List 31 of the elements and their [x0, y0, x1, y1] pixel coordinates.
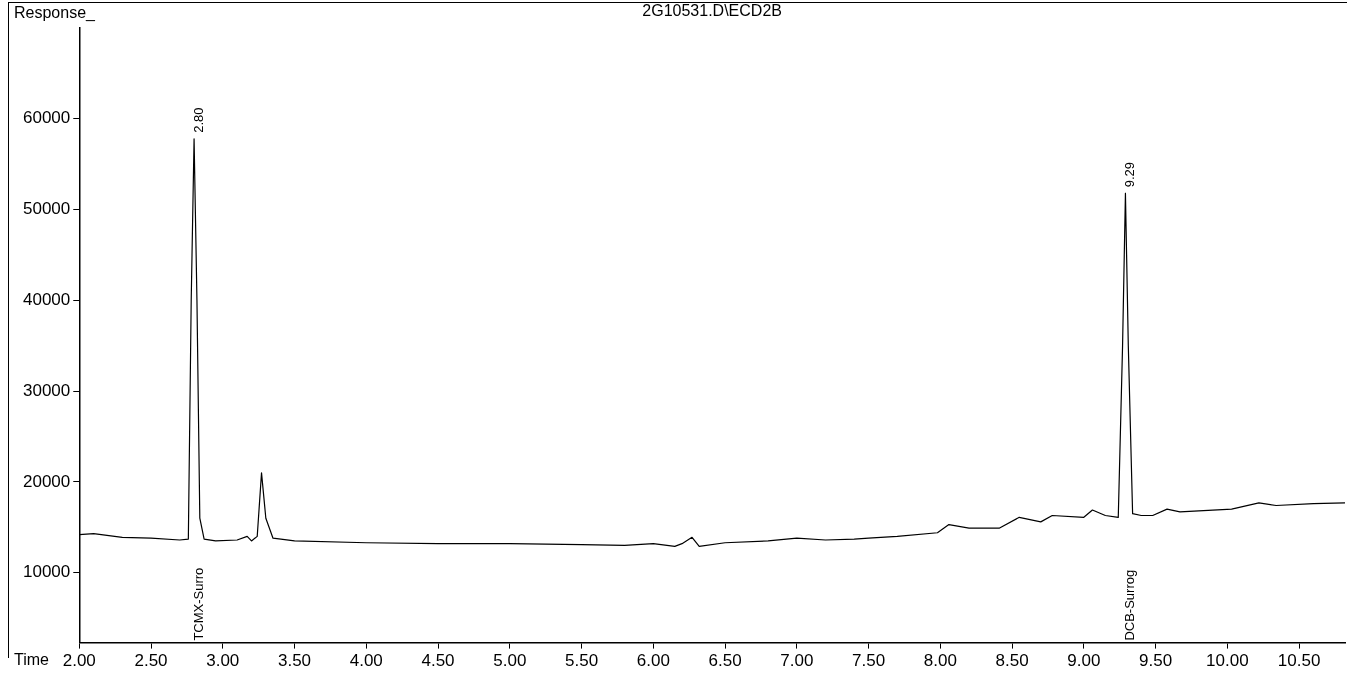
x-tick-label: 5.50 [565, 651, 599, 671]
x-tick-label: 6.00 [636, 651, 670, 671]
annotation: 2.80 [190, 107, 206, 133]
y-tick-label: 10000 [22, 562, 71, 582]
x-tick-label: 3.50 [277, 651, 312, 671]
y-axis-title: Response_ [14, 4, 97, 23]
chart-title: 2G10531.D\ECD2B [642, 2, 782, 20]
x-tick-label: 9.50 [1139, 651, 1173, 671]
y-tick-label: 60000 [22, 108, 71, 128]
y-tick-label: 40000 [22, 290, 71, 310]
x-tick-label: 2.00 [62, 651, 96, 671]
x-tick-label: 6.50 [708, 651, 742, 671]
x-tick-label: 4.50 [421, 651, 455, 671]
annotation: TCMX-Surro [190, 567, 206, 641]
x-tick-label: 7.00 [780, 651, 814, 671]
y-tick-label: 20000 [22, 471, 71, 491]
x-tick-label: 7.50 [852, 651, 886, 671]
x-tick-label: 10.50 [1277, 651, 1321, 671]
x-tick-label: 3.00 [206, 651, 240, 671]
y-tick-label: 50000 [22, 199, 71, 219]
x-tick-label: 8.00 [923, 651, 957, 671]
x-tick-label: 9.00 [1067, 651, 1101, 671]
x-tick-label: 4.00 [349, 651, 383, 671]
y-tick-label: 30000 [22, 380, 71, 400]
x-tick-label: 8.50 [995, 651, 1029, 671]
x-axis-title: Time [14, 651, 50, 669]
x-tick-label: 2.50 [134, 651, 168, 671]
annotation: DCB-Surrog [1122, 569, 1138, 641]
x-tick-label: 10.00 [1206, 651, 1249, 671]
x-tick-label: 5.00 [493, 651, 527, 671]
annotation: 9.29 [1122, 161, 1138, 188]
